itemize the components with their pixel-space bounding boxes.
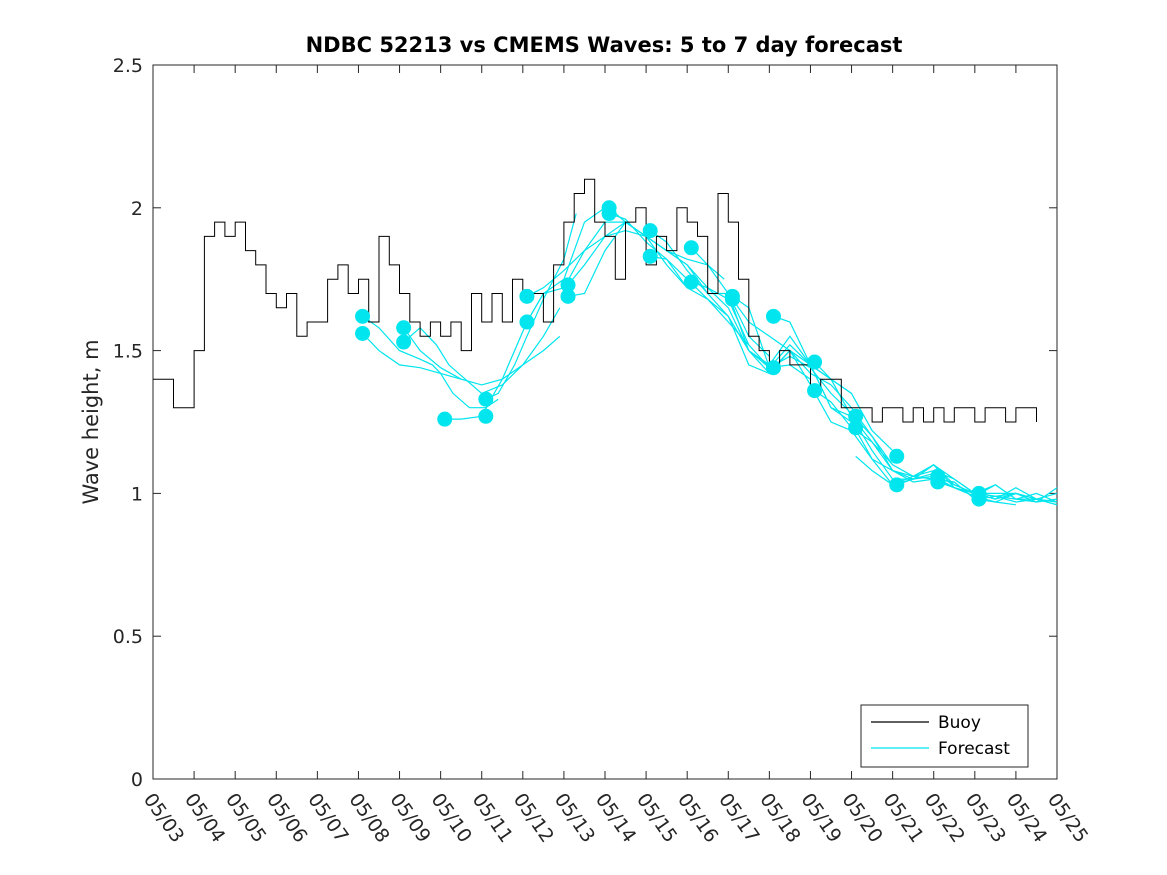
forecast-marker: [478, 408, 494, 424]
forecast-line: [978, 492, 1058, 503]
forecast-line: [444, 207, 606, 420]
forecast-marker: [396, 334, 412, 350]
axes-box: [152, 64, 1058, 780]
forecast-marker: [889, 448, 905, 464]
forecast-marker: [560, 288, 576, 304]
forecast-marker: [355, 308, 371, 324]
forecast-marker: [724, 291, 740, 307]
legend-label: Forecast: [938, 739, 1010, 759]
plot-area: 00.511.522.505/0305/0405/0505/0605/0705/…: [113, 55, 1093, 847]
forecast-marker: [683, 274, 699, 290]
forecast-line: [362, 333, 462, 380]
forecast-marker: [765, 308, 781, 324]
forecast-marker: [601, 206, 617, 222]
y-tick-label: 1: [131, 483, 143, 505]
forecast-marker: [437, 411, 453, 427]
forecast-line: [362, 315, 499, 409]
forecast-marker: [519, 314, 535, 330]
forecast-marker: [355, 325, 371, 341]
forecast-line: [608, 212, 750, 346]
forecast-marker: [683, 240, 699, 256]
y-tick-label: 1.5: [113, 341, 143, 363]
forecast-line: [650, 255, 770, 374]
forecast-marker: [971, 491, 987, 507]
forecast-marker: [642, 248, 658, 264]
forecast-marker: [396, 320, 412, 336]
chart-title: NDBC 52213 vs CMEMS Waves: 5 to 7 day fo…: [306, 33, 903, 57]
y-axis-label: Wave height, m: [79, 339, 103, 504]
forecast-marker: [848, 420, 864, 436]
buoy-line: [153, 178, 1037, 423]
y-tick-label: 2: [131, 198, 143, 220]
forecast-marker: [807, 383, 823, 399]
forecast-marker: [889, 477, 905, 493]
legend: Buoy Forecast: [860, 704, 1029, 768]
forecast-marker: [519, 288, 535, 304]
forecast-marker: [930, 474, 946, 490]
y-tick-label: 0: [131, 769, 143, 791]
y-tick-label: 0.5: [113, 626, 143, 648]
forecast-line: [978, 492, 1058, 503]
y-tick-label: 2.5: [113, 55, 143, 77]
forecast-line: [403, 307, 561, 386]
legend-label: Buoy: [938, 713, 981, 733]
legend-box: [860, 704, 1029, 768]
forecast-marker: [478, 391, 494, 407]
forecast-marker: [807, 354, 823, 370]
forecast-marker: [642, 223, 658, 239]
forecast-marker: [765, 360, 781, 376]
